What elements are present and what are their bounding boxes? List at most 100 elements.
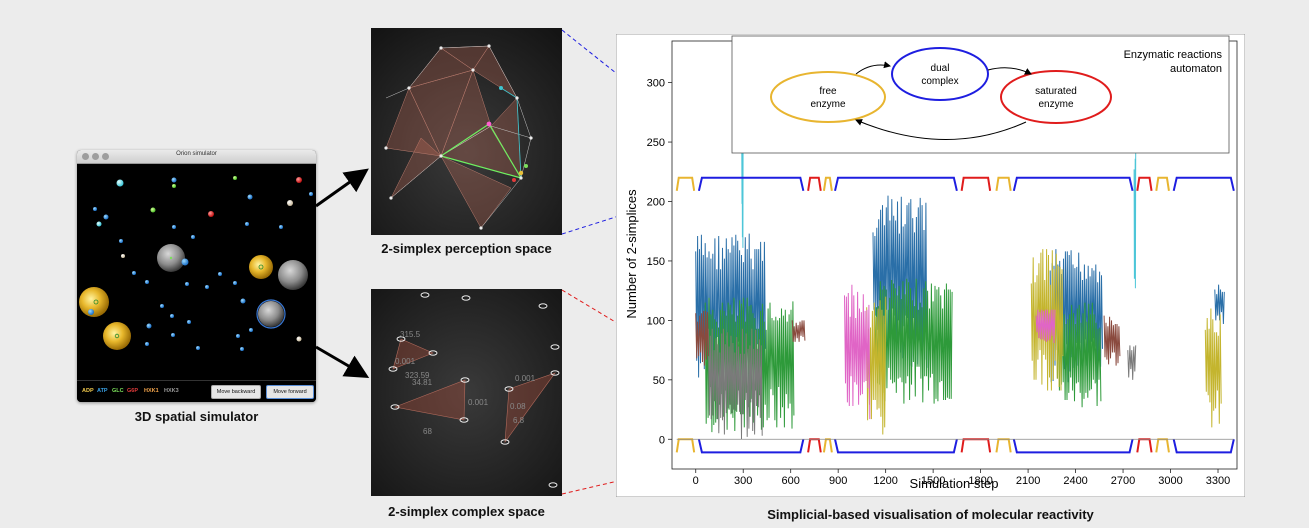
automaton-inset: Enzymatic reactions automaton free enzym… <box>731 35 1230 154</box>
series-line <box>872 195 928 368</box>
x-tick-label: 1200 <box>873 475 897 487</box>
x-tick-label: 3000 <box>1158 475 1182 487</box>
x-tick-label: 3300 <box>1206 475 1230 487</box>
arrow-to-perception <box>315 168 369 208</box>
series-line <box>707 328 763 440</box>
x-tick-label: 1800 <box>968 475 992 487</box>
complex-label: 315.5 <box>400 330 421 339</box>
series-line <box>741 75 744 248</box>
y-tick-label: 150 <box>647 256 665 268</box>
saturated-enzyme-label: saturated <box>1035 86 1077 97</box>
close-window-icon[interactable] <box>82 153 89 160</box>
state-segment <box>822 176 833 191</box>
complex-label: 68 <box>423 427 432 436</box>
state-segment <box>1172 439 1235 454</box>
series-line <box>1204 308 1222 428</box>
automaton-title-line1: Enzymatic reactions <box>1124 49 1223 61</box>
x-tick-label: 2100 <box>1016 475 1040 487</box>
free-enzyme-label: enzyme <box>810 99 845 110</box>
complex-label: 323.59 <box>405 371 430 380</box>
x-tick-label: 1500 <box>921 475 945 487</box>
molecule-group <box>79 176 313 351</box>
series-line <box>791 320 806 342</box>
complex-label: 0.001 <box>468 398 489 407</box>
x-tick-label: 600 <box>782 475 800 487</box>
simulator-toolbar: ADP ATP GLC G6P HXK1 HXK3 Move backward … <box>77 380 316 402</box>
perception-caption: 2-simplex perception space <box>381 241 552 256</box>
state-segment <box>675 176 696 191</box>
free-enzyme-state <box>770 71 886 123</box>
free-enzyme-label: free <box>819 86 837 97</box>
reactivity-chart: 0 300 600 900 1200 1500 1800 2100 2400 2700 3000 33… <box>616 34 1245 497</box>
state-segment <box>1012 439 1134 454</box>
perception-space-panel <box>371 28 562 235</box>
simulator-window-title: Orion simulator <box>176 151 217 157</box>
y-tick-label: 300 <box>647 78 665 90</box>
legend-atp: ATP <box>97 388 108 394</box>
complex-caption: 2-simplex complex space <box>388 504 545 519</box>
minimize-window-icon[interactable] <box>92 153 99 160</box>
series-line <box>1103 315 1121 366</box>
complex-label: 0.08 <box>510 402 526 411</box>
state-track <box>675 176 1235 454</box>
state-segment <box>1172 176 1235 192</box>
state-segment <box>834 176 958 192</box>
series-line <box>1035 309 1056 344</box>
transition-dual-to-saturated <box>987 67 1032 75</box>
state-segment <box>1136 176 1153 191</box>
state-segment <box>697 439 805 454</box>
legend-glc: GLC <box>112 388 124 394</box>
legend-adp: ADP <box>82 388 94 394</box>
dual-complex-state <box>891 47 989 101</box>
axis-ticks: 0 300 600 900 1200 1500 1800 2100 2400 2700 3000 33… <box>647 78 1231 487</box>
complex-label: 0.001 <box>395 357 416 366</box>
simulator-window: Orion simulator <box>77 150 316 402</box>
dual-complex-label: dual <box>931 63 950 74</box>
series-line <box>1214 284 1225 325</box>
y-tick-label: 200 <box>647 197 665 209</box>
series-line <box>1127 345 1137 380</box>
series-line <box>695 310 709 366</box>
state-segment <box>1012 176 1134 192</box>
y-tick-label: 250 <box>647 137 665 149</box>
series-line <box>844 284 871 420</box>
x-tick-label: 300 <box>734 475 752 487</box>
move-backward-button[interactable]: Move backward <box>211 385 261 399</box>
series-line <box>874 278 953 404</box>
dual-complex-label: complex <box>921 76 958 87</box>
arrow-to-complex <box>315 345 370 379</box>
zoom-window-icon[interactable] <box>102 153 109 160</box>
state-segment <box>1155 176 1170 191</box>
transition-free-to-dual <box>855 61 891 75</box>
y-axis-label: Number of 2-simplices <box>624 189 639 319</box>
series-line <box>1133 152 1137 289</box>
x-axis-label: Simulation step <box>910 476 999 491</box>
main-caption: Simplicial-based visualisation of molecu… <box>767 507 1094 522</box>
simulator-3d-viewport[interactable] <box>77 164 316 380</box>
state-segment <box>834 439 958 454</box>
y-tick-label: 0 <box>659 434 665 446</box>
y-tick-label: 50 <box>653 375 665 387</box>
legend-hxk1: HXK1 <box>144 388 159 394</box>
legend-g6p: G6P <box>127 388 139 394</box>
complex-label: 6.8 <box>513 416 525 425</box>
complex-space-panel: 315.5 0.001 323.59 34.81 0.001 0.001 0.0… <box>371 289 562 496</box>
state-segment <box>697 176 805 192</box>
complex-label: 0.001 <box>515 374 536 383</box>
move-forward-button[interactable]: Move forward <box>266 385 314 399</box>
series-layer <box>695 75 1225 440</box>
flow-arrows <box>315 168 370 379</box>
x-tick-label: 2400 <box>1063 475 1087 487</box>
state-segment <box>960 176 992 191</box>
simulator-caption: 3D spatial simulator <box>134 409 259 424</box>
x-tick-label: 2700 <box>1111 475 1135 487</box>
x-tick-label: 900 <box>829 475 847 487</box>
transition-saturated-to-free <box>855 119 1027 140</box>
simulator-titlebar: Orion simulator <box>77 150 316 164</box>
legend-hxk3: HXK3 <box>164 388 179 394</box>
state-segment <box>995 176 1012 191</box>
series-line <box>1056 302 1102 408</box>
complex-label: 34.81 <box>412 378 433 387</box>
state-segment <box>807 176 822 191</box>
saturated-enzyme-label: enzyme <box>1038 99 1073 110</box>
